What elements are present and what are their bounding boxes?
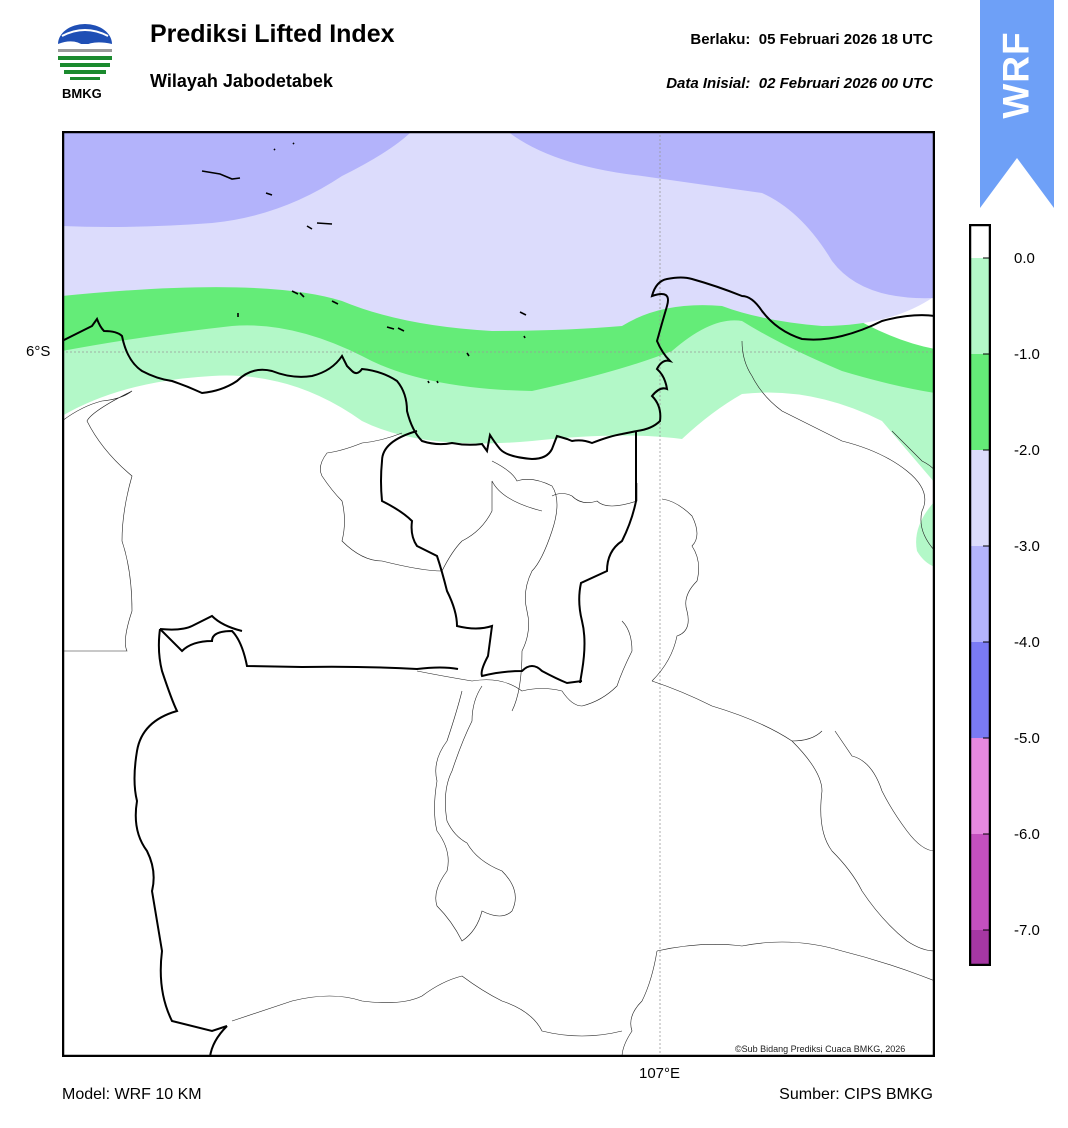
valid-time-line: Berlaku: 05 Februari 2026 18 UTC <box>690 31 933 48</box>
region-subtitle: Wilayah Jabodetabek <box>150 71 333 91</box>
colorbar-frame <box>969 224 991 966</box>
wrf-badge <box>980 0 1054 208</box>
colorbar-segment <box>969 546 991 642</box>
lon-label: 107°E <box>639 1065 681 1082</box>
colorbar-tick-1: -1.0 <box>1014 346 1040 363</box>
colorbar-tick-7: -7.0 <box>1014 922 1040 939</box>
lat-label: 6°S <box>26 343 51 360</box>
islands <box>201 142 527 384</box>
colorbar-segment <box>969 224 991 258</box>
colorbar-segment <box>969 738 991 834</box>
colorbar-segment <box>969 930 991 966</box>
colorbar-tick-6: -6.0 <box>1014 826 1040 843</box>
li-zone-light-green-east <box>916 501 935 567</box>
colorbar-tick-4: -4.0 <box>1014 634 1040 651</box>
colorbar-tick-2: -2.0 <box>1014 442 1040 459</box>
lifted-index-map <box>62 131 935 1057</box>
colorbar-segment <box>969 354 991 450</box>
li-zone-white <box>62 375 935 1057</box>
page-title: Prediksi Lifted Index <box>150 20 395 48</box>
colorbar <box>969 224 991 966</box>
map-frame <box>62 131 935 1057</box>
colorbar-segment <box>969 258 991 354</box>
colorbar-tick-0: 0.0 <box>1014 250 1035 267</box>
bmkg-logo-icon <box>54 22 116 86</box>
valid-time: 05 Februari 2026 18 UTC <box>758 31 933 48</box>
regency-boundaries <box>62 340 935 1057</box>
li-zone-purple-east <box>507 131 935 299</box>
valid-label: Berlaku: <box>690 31 751 48</box>
model-label: Model: WRF 10 KM <box>62 1086 202 1103</box>
coastline <box>62 276 935 461</box>
init-label: Data Inisial: <box>666 75 751 92</box>
province-boundaries <box>133 430 637 1057</box>
wrf-badge-label: WRF <box>996 31 1037 119</box>
colorbar-segment <box>969 834 991 930</box>
colorbar-tick-3: -3.0 <box>1014 538 1040 555</box>
wrf-badge-label-wrap: WRF <box>980 0 1054 150</box>
init-time-line: Data Inisial: 02 Februari 2026 00 UTC <box>666 75 933 92</box>
init-time: 02 Februari 2026 00 UTC <box>758 75 933 92</box>
map-credit: ©Sub Bidang Prediksi Cuaca BMKG, 2026 <box>735 1044 906 1054</box>
colorbar-segment <box>969 450 991 546</box>
colorbar-segment <box>969 642 991 738</box>
colorbar-tick-5: -5.0 <box>1014 730 1040 747</box>
source-label: Sumber: CIPS BMKG <box>779 1086 933 1103</box>
logo-text: BMKG <box>62 86 102 101</box>
